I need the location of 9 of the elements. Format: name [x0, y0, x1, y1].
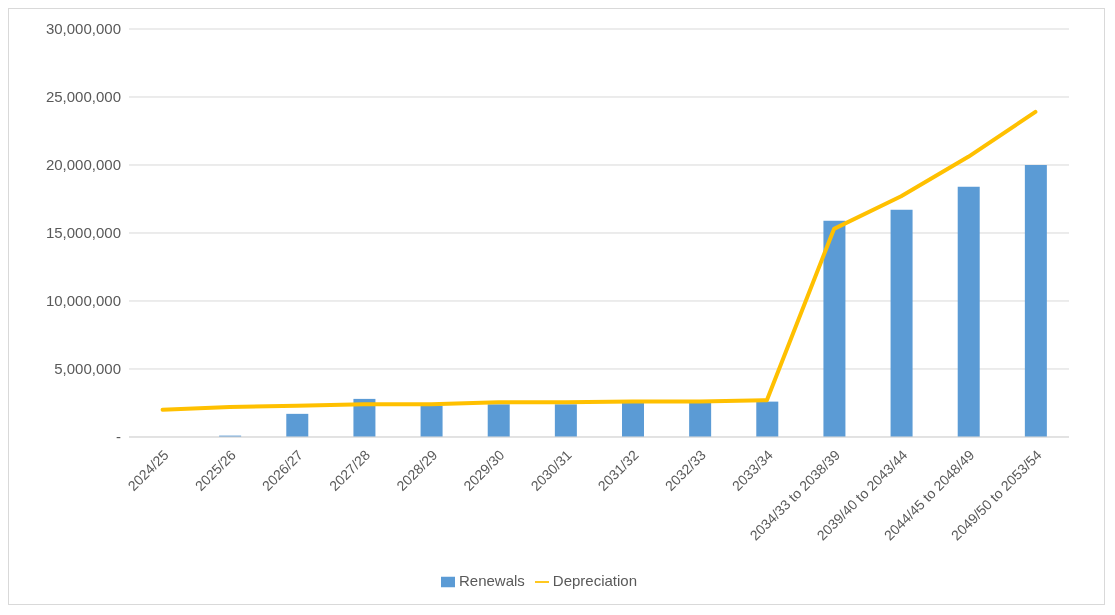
y-tick-label: 10,000,000	[45, 292, 121, 310]
y-tick-label: 15,000,000	[45, 224, 121, 242]
y-tick-label: 20,000,000	[45, 156, 121, 174]
legend-label: Depreciation	[552, 571, 638, 589]
y-tick-label: 30,000,000	[45, 20, 121, 38]
legend-label: Renewals	[458, 571, 525, 589]
y-tick-label: 5,000,000	[54, 360, 121, 378]
y-tick-label: -	[116, 428, 121, 446]
y-tick-label: 25,000,000	[45, 88, 121, 106]
